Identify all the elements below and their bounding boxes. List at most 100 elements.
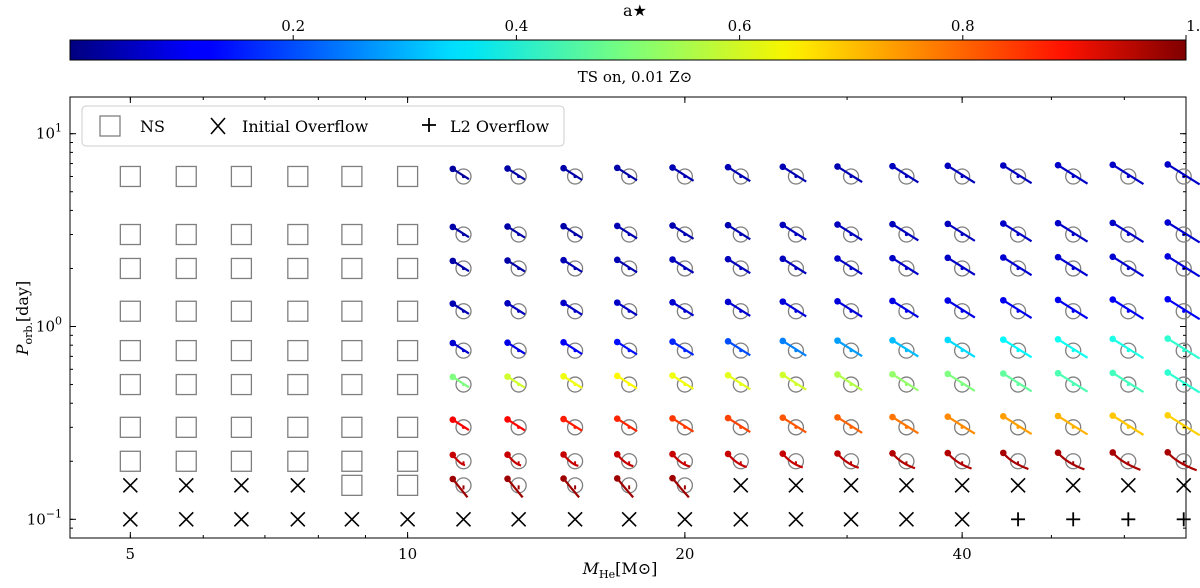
- x-stroke: [178, 477, 194, 493]
- final-state-circle: [787, 260, 805, 277]
- spin-trajectory: [836, 373, 863, 392]
- spin-marker: [1109, 369, 1145, 394]
- final-state-circle: [566, 168, 584, 185]
- initial-spin-dot: [669, 415, 676, 422]
- initial-spin-dot: [1109, 449, 1117, 456]
- ns-marker: [175, 416, 197, 438]
- final-spin-dot: [794, 382, 798, 387]
- ns-marker: [396, 339, 419, 362]
- final-state-circle: [455, 376, 472, 393]
- spin-trajectory: [1002, 222, 1033, 243]
- final-spin-dot: [683, 382, 687, 387]
- spin-marker: [613, 256, 638, 277]
- x-stroke: [290, 511, 306, 527]
- spin-trajectory: [1002, 299, 1033, 319]
- spin-trajectory: [782, 373, 807, 391]
- initial-spin-dot: [724, 163, 732, 171]
- ns-marker: [341, 450, 363, 472]
- final-state-circle: [676, 303, 694, 320]
- final-spin-dot: [849, 232, 853, 237]
- spin-trajectory: [891, 300, 919, 319]
- final-state-circle: [842, 303, 860, 320]
- spin-marker: [779, 450, 805, 470]
- spin-marker: [504, 416, 527, 436]
- final-spin-dot: [739, 232, 743, 237]
- final-spin-dot: [683, 266, 687, 271]
- final-spin-dot: [517, 348, 521, 353]
- initial-spin-dot: [1054, 161, 1062, 169]
- spin-marker: [834, 163, 863, 185]
- spin-marker: [449, 339, 472, 359]
- spin-marker: [1164, 448, 1198, 472]
- final-state-circle: [621, 342, 638, 359]
- final-spin-dot: [1126, 382, 1130, 387]
- axes: 5 10 20 40 10−1 100 101: [27, 97, 1186, 563]
- final-spin-dot: [1126, 309, 1130, 313]
- ns-marker: [287, 300, 309, 322]
- initial-overflow-marker: [1065, 477, 1081, 493]
- colorbar: [69, 39, 1187, 61]
- final-state-circle: [455, 453, 472, 470]
- x-stroke: [733, 477, 749, 493]
- spin-marker: [1109, 161, 1145, 185]
- final-state-circle: [1120, 419, 1137, 436]
- spin-marker: [1164, 161, 1200, 186]
- x-tick-label: 5: [126, 545, 136, 563]
- spin-trajectory: [1167, 255, 1200, 278]
- ns-marker: [341, 416, 363, 438]
- final-spin-dot: [794, 174, 798, 179]
- spin-marker: [889, 297, 919, 320]
- final-state-circle: [732, 260, 749, 277]
- x-stroke: [621, 511, 637, 527]
- initial-spin-dot: [999, 370, 1007, 377]
- initial-spin-dot: [834, 221, 841, 228]
- initial-spin-dot: [613, 299, 621, 306]
- initial-overflow-marker: [954, 511, 970, 527]
- initial-spin-dot: [724, 221, 732, 229]
- final-spin-dot: [461, 232, 466, 237]
- spin-marker: [1109, 449, 1141, 471]
- ns-marker: [175, 339, 197, 362]
- ns-marker: [119, 339, 141, 362]
- initial-spin-dot: [560, 415, 567, 423]
- spin-marker: [999, 162, 1033, 185]
- final-state-circle: [621, 260, 638, 277]
- final-state-circle: [732, 226, 749, 243]
- spin-trajectory: [1112, 371, 1145, 394]
- spin-trajectory: [727, 166, 751, 183]
- x-stroke: [843, 511, 859, 527]
- spin-trajectory: [782, 223, 807, 241]
- spin-marker: [669, 256, 695, 277]
- spin-marker: [560, 299, 584, 320]
- final-state-circle: [676, 168, 694, 185]
- final-state-circle: [1175, 260, 1192, 277]
- initial-overflow-marker: [1010, 477, 1026, 493]
- initial-overflow-marker: [898, 477, 915, 493]
- initial-spin-dot: [560, 451, 567, 458]
- final-spin-dot: [904, 382, 909, 387]
- spin-marker: [504, 165, 527, 185]
- final-spin-dot: [683, 309, 687, 313]
- colorbar-tick-label: 0.8: [951, 17, 975, 35]
- initial-spin-dot: [504, 300, 511, 307]
- spin-trajectory: [1167, 371, 1200, 394]
- spin-marker: [999, 449, 1029, 471]
- ns-marker: [230, 450, 253, 472]
- legend-plus-marker: [422, 118, 436, 132]
- spin-marker: [944, 413, 976, 436]
- initial-overflow-marker: [1120, 477, 1136, 493]
- x-stroke: [843, 477, 859, 493]
- final-spin-dot: [739, 174, 743, 179]
- final-state-circle: [953, 226, 971, 243]
- spin-marker: [613, 338, 638, 359]
- initial-spin-dot: [944, 254, 952, 262]
- spin-trajectory: [616, 258, 638, 274]
- initial-spin-dot: [944, 220, 952, 228]
- initial-spin-dot: [944, 449, 952, 457]
- spin-trajectory: [947, 339, 976, 358]
- spin-marker: [779, 337, 807, 359]
- initial-spin-dot: [1054, 296, 1062, 304]
- final-state-circle: [1120, 168, 1137, 185]
- colorbar-tick-label: 0.4: [504, 17, 528, 35]
- final-spin-dot: [517, 174, 521, 179]
